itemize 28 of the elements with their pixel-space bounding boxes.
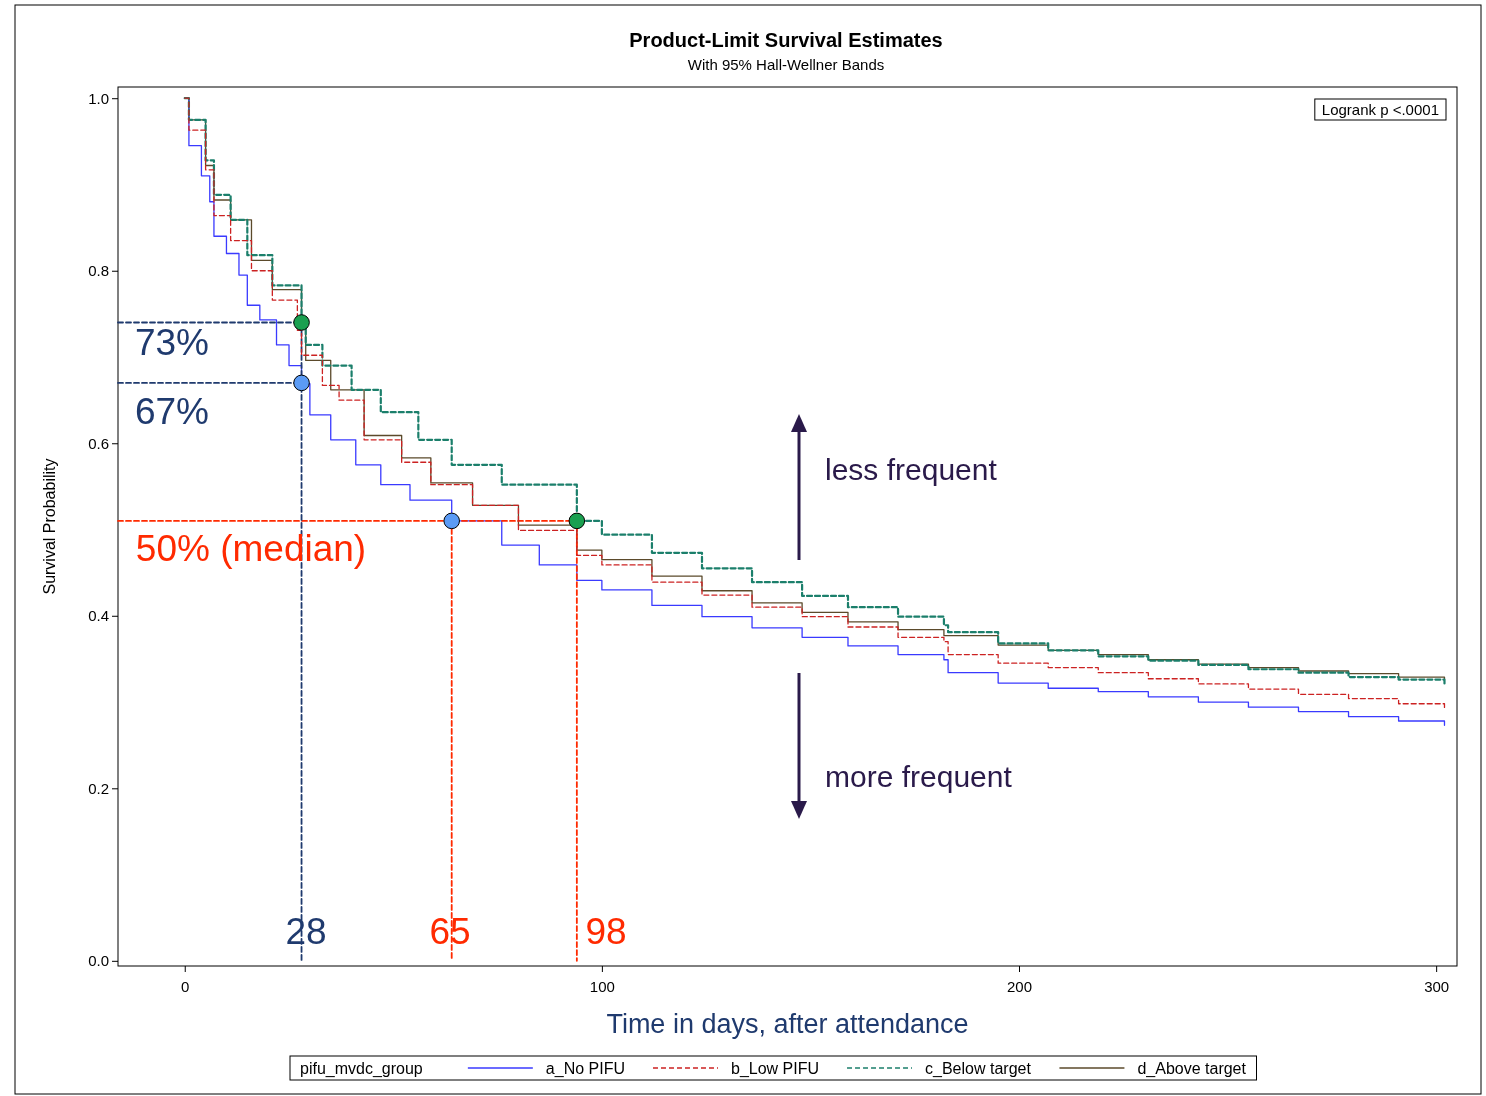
- legend-label: a_No PIFU: [545, 1060, 625, 1078]
- y-tick-label: 0.0: [88, 952, 109, 970]
- annotation: 65: [429, 910, 471, 952]
- annotation: more frequent: [825, 760, 1013, 793]
- y-axis-title: Survival Probability: [41, 458, 58, 595]
- x-tick-label: 0: [181, 977, 190, 995]
- annotation: 73%: [134, 321, 210, 363]
- x-tick-label: 200: [1006, 977, 1033, 995]
- y-tick-label: 1.0: [88, 89, 109, 107]
- y-tick-label: 0.4: [88, 607, 109, 625]
- annotation: 28: [285, 910, 327, 952]
- y-tick-label: 0.2: [88, 779, 109, 797]
- legend-label: d_Above target: [1137, 1060, 1247, 1078]
- x-axis-title: Time in days, after attendance: [606, 1009, 969, 1039]
- chart-subtitle: With 95% Hall-Wellner Bands: [687, 56, 885, 73]
- annotation: less frequent: [825, 453, 998, 486]
- annotation: Logrank p <.0001: [1321, 101, 1439, 118]
- annotation: 67%: [134, 390, 210, 432]
- annotation: 98: [585, 910, 627, 952]
- legend-label: b_Low PIFU: [730, 1060, 820, 1078]
- annotation: 50% (median): [135, 527, 367, 569]
- chart-title: Product-Limit Survival Estimates: [629, 29, 943, 51]
- y-tick-label: 0.6: [88, 434, 109, 452]
- legend-label: c_Below target: [925, 1060, 1032, 1078]
- x-tick-label: 300: [1424, 977, 1450, 995]
- legend-title: pifu_mvdc_group: [300, 1060, 423, 1078]
- x-tick-label: 100: [589, 977, 615, 995]
- y-tick-label: 0.8: [88, 262, 109, 280]
